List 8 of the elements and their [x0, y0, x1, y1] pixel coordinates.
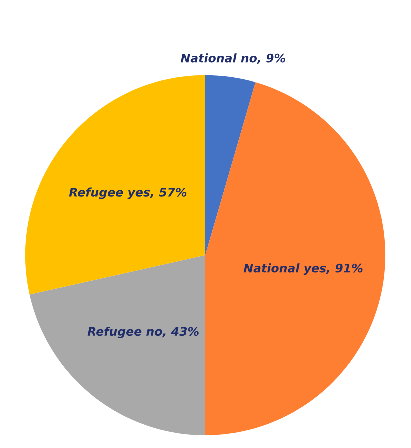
pie-slice [206, 82, 386, 436]
slice-label: Refugee no, 43% [88, 326, 199, 338]
pie-slice [25, 75, 206, 295]
slice-label: National yes, 91% [244, 264, 363, 276]
pie-slice [206, 75, 256, 256]
slice-label: National no, 9% [180, 54, 286, 64]
slice-label: Refugee yes, 57% [69, 188, 187, 200]
pie-slice [30, 255, 206, 436]
